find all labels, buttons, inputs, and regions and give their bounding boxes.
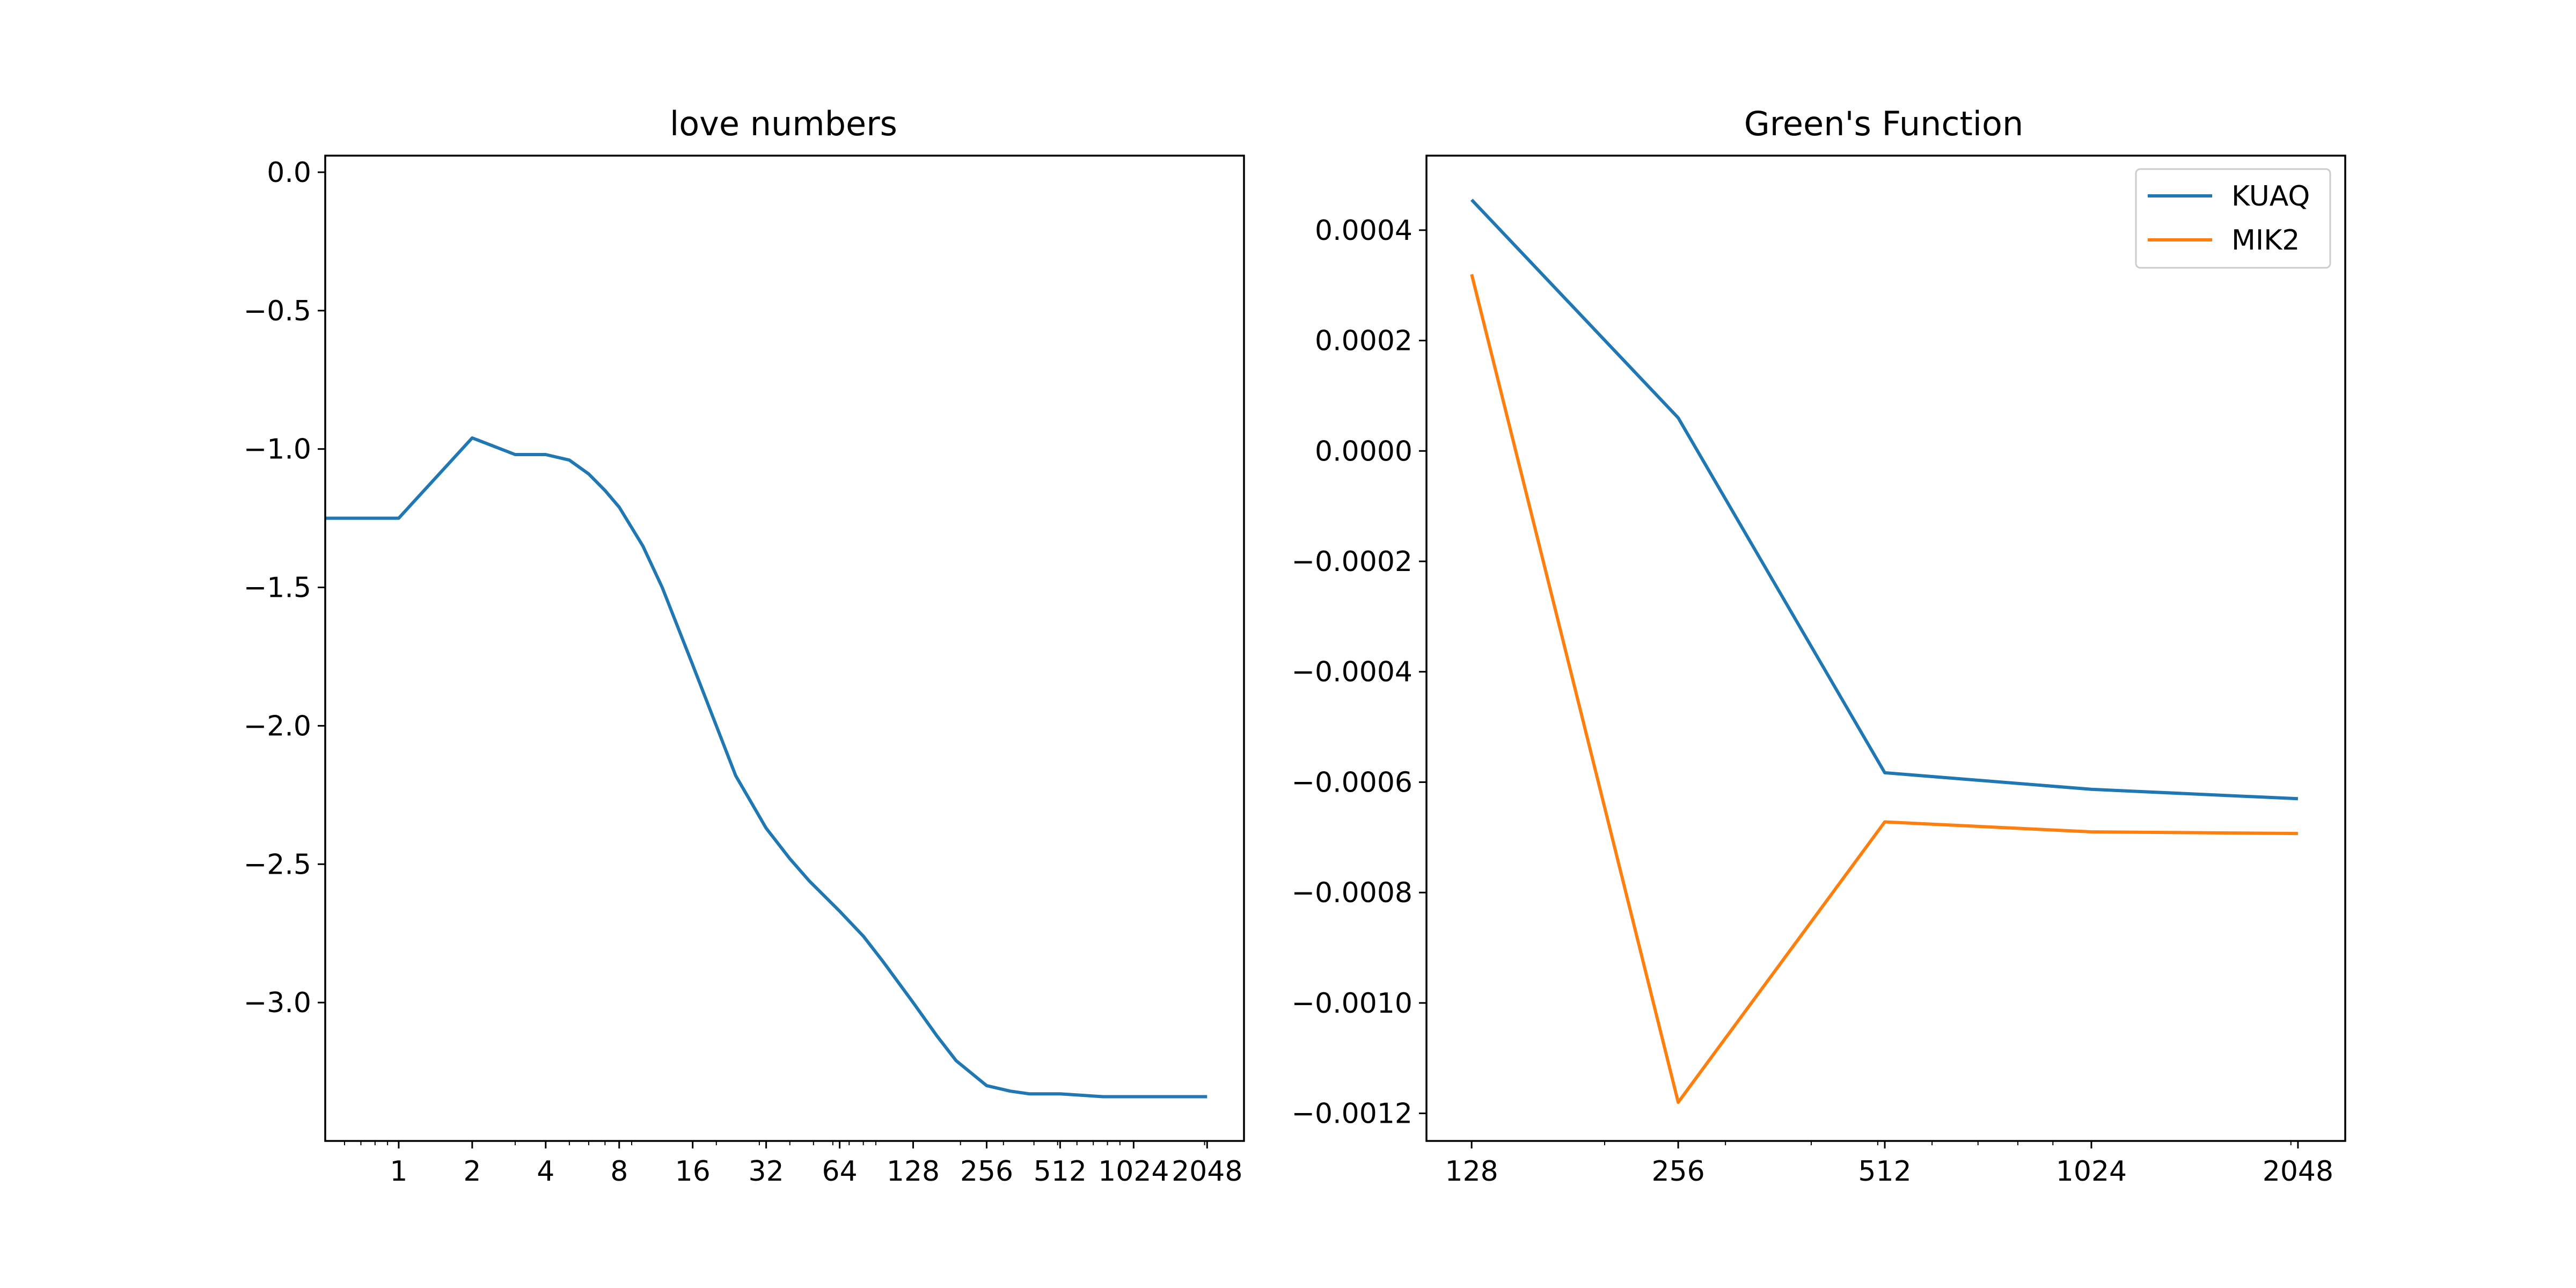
x-tick-label: 2048 [2263, 1155, 2333, 1188]
x-tick-label: 8 [610, 1155, 628, 1188]
x-tick-label: 2048 [1172, 1155, 1242, 1188]
y-tick-label: −0.0002 [1291, 546, 1413, 578]
series-line-mik2 [1470, 274, 2298, 1104]
y-tick-label: −2.0 [244, 710, 311, 742]
y-tick-label: 0.0 [267, 157, 311, 189]
chart-title: Green's Function [1744, 104, 2024, 143]
legend-label-kuaq: KUAQ [2231, 180, 2310, 213]
y-tick-label: −0.5 [244, 295, 311, 327]
love-numbers-chart: love numbers 0.0 −0.5 −1.0 −1.5 −2.0 −2.5 −3.0… [244, 104, 1245, 1188]
y-tick-label: −2.5 [244, 848, 311, 881]
legend-box [2135, 168, 2331, 269]
x-tick-label: 256 [960, 1155, 1013, 1188]
x-tick-label: 2 [463, 1155, 481, 1188]
y-tick-label: −0.0006 [1291, 766, 1413, 799]
x-tick-label: 32 [749, 1155, 784, 1188]
series-line [325, 436, 1208, 1099]
y-tick-label: −1.5 [244, 572, 311, 604]
greens-function-chart: Green's Function 0.0004 0.0002 0.0000 −0.00… [1291, 104, 2346, 1188]
x-tick-label: 1024 [1098, 1155, 1169, 1188]
y-tick-label: 0.0004 [1315, 215, 1413, 247]
axes-frame [1425, 155, 2346, 1142]
legend: KUAQ MIK2 [2135, 168, 2331, 269]
x-tick-label: 16 [675, 1155, 711, 1188]
y-tick-label: 0.0002 [1315, 325, 1413, 357]
y-tick-label: 0.0000 [1315, 435, 1413, 467]
legend-label-mik2: MIK2 [2231, 224, 2300, 257]
y-tick-label: −0.0010 [1291, 987, 1413, 1020]
chart-title: love numbers [670, 104, 897, 143]
x-tick-label: 4 [537, 1155, 554, 1188]
x-tick-label: 128 [887, 1155, 940, 1188]
x-tick-label: 128 [1445, 1155, 1498, 1188]
axes-frame [324, 155, 1245, 1142]
y-tick-label: −0.0012 [1291, 1098, 1413, 1130]
x-tick-label: 1 [390, 1155, 407, 1188]
x-tick-label: 1024 [2056, 1155, 2127, 1188]
y-tick-label: −3.0 [244, 987, 311, 1019]
plot-area: 0.0 −0.5 −1.0 −1.5 −2.0 −2.5 −3.0 1 2 4 8 16 32 64 128… [244, 155, 1245, 1188]
plot-area: 0.0004 0.0002 0.0000 −0.0002 −0.0004 −0.0006 −… [1291, 155, 2346, 1188]
y-tick-label: −0.0008 [1291, 877, 1413, 909]
series-line-kuaq [1470, 199, 2299, 801]
x-tick-label: 256 [1651, 1155, 1704, 1188]
x-tick-label: 64 [822, 1155, 857, 1188]
y-tick-label: −1.0 [244, 434, 311, 466]
x-tick-label: 512 [1858, 1155, 1911, 1188]
x-tick-label: 512 [1034, 1155, 1087, 1188]
y-tick-label: −0.0004 [1291, 656, 1413, 689]
